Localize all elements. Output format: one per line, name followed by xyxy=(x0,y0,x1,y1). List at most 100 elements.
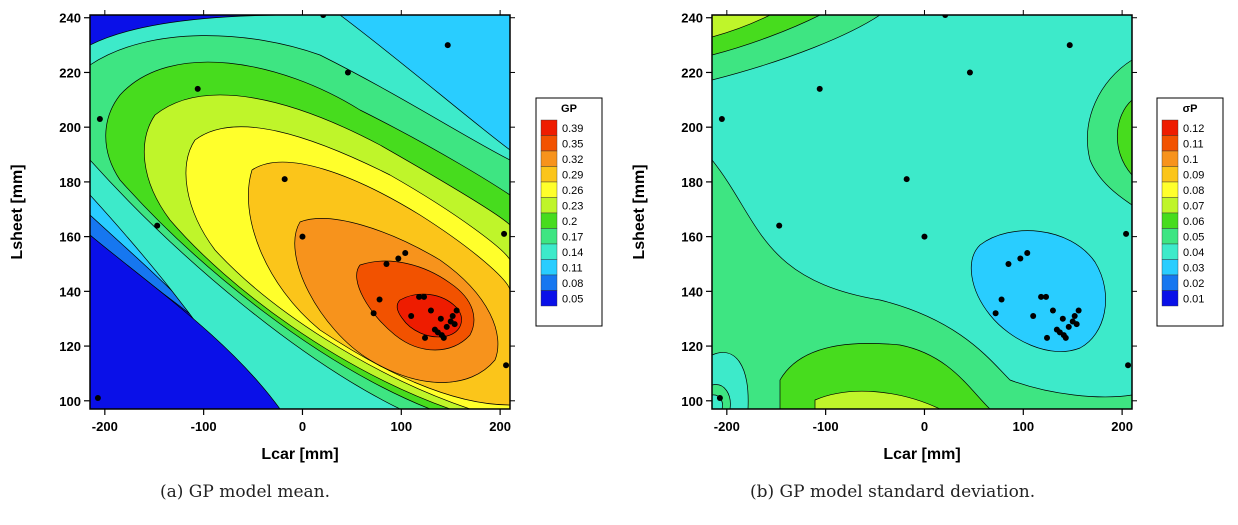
sample-point xyxy=(96,115,103,122)
y-tick-label: 220 xyxy=(681,65,703,80)
y-axis-label-b: Lsheet [mm] xyxy=(631,164,648,259)
x-tick-label: -100 xyxy=(191,419,217,434)
legend-swatch xyxy=(1161,181,1179,198)
sample-point xyxy=(402,250,409,257)
sample-point xyxy=(443,323,450,330)
legend-title: GP xyxy=(561,103,577,115)
caption-b: (b) GP model standard deviation. xyxy=(750,482,1036,502)
legend-label: 0.08 xyxy=(1183,185,1204,197)
legend-label: 0.09 xyxy=(1183,169,1204,181)
y-tick-label: 200 xyxy=(681,120,703,135)
sample-point xyxy=(421,293,428,300)
legend-b: σP 0.12 0.11 0.1 0.09 0.08 0.07 0.06 0.05 0.04 0.0… xyxy=(1156,97,1224,327)
sample-point xyxy=(1062,334,1069,341)
legend-label: 0.05 xyxy=(1183,231,1204,243)
x-tick-label: -200 xyxy=(714,419,740,434)
panel-b: -200 -100 0 100 200100120140160180200220240 … xyxy=(631,10,1224,463)
sample-point xyxy=(903,176,910,183)
y-tick-label: 140 xyxy=(681,284,703,299)
y-tick-label: 160 xyxy=(681,230,703,245)
legend-swatch xyxy=(1161,135,1179,152)
sample-point xyxy=(437,315,444,322)
legend-swatch xyxy=(1161,228,1179,245)
legend-a: GP 0.39 0.35 0.32 0.29 0.26 0.23 0.2 0.17 0.14 0.1… xyxy=(535,97,603,327)
x-tick-label: -100 xyxy=(813,419,839,434)
sample-point xyxy=(440,334,447,341)
sample-point xyxy=(1044,334,1051,341)
legend-swatch xyxy=(540,166,558,183)
sample-point xyxy=(1125,362,1132,369)
sample-point xyxy=(1043,293,1050,300)
sample-point xyxy=(1065,323,1072,330)
sample-point xyxy=(1073,321,1080,328)
contour-fill-b xyxy=(712,15,1132,409)
legend-swatch xyxy=(540,150,558,167)
sample-point xyxy=(451,321,458,328)
legend-swatch xyxy=(1161,166,1179,183)
sample-point xyxy=(422,334,429,341)
legend-swatch xyxy=(1161,150,1179,167)
legend-swatch xyxy=(540,243,558,260)
sample-point xyxy=(1066,42,1073,49)
sample-point xyxy=(453,307,460,314)
sample-point xyxy=(1017,255,1024,262)
legend-label: 0.07 xyxy=(1183,200,1204,212)
legend-label: 0.35 xyxy=(562,138,583,150)
legend-label: 0.39 xyxy=(562,123,583,135)
legend-label: 0.17 xyxy=(562,231,583,243)
legend-label: 0.11 xyxy=(1183,138,1204,150)
sample-point xyxy=(1123,230,1130,237)
sample-point xyxy=(408,312,415,319)
y-tick-label: 100 xyxy=(681,394,703,409)
sample-point xyxy=(1030,312,1037,319)
legend-label: 0.02 xyxy=(1183,278,1204,290)
legend-label: 0.14 xyxy=(562,247,583,259)
legend-label: 0.05 xyxy=(562,293,583,305)
sample-point xyxy=(718,115,725,122)
sample-point xyxy=(94,395,101,402)
x-tick-label: 200 xyxy=(489,419,511,434)
sample-point xyxy=(395,255,402,262)
sample-point xyxy=(376,296,383,303)
sample-point xyxy=(921,233,928,240)
x-tick-label: 0 xyxy=(921,419,928,434)
legend-label: 0.26 xyxy=(562,185,583,197)
legend-swatch xyxy=(540,290,558,307)
sample-point xyxy=(281,176,288,183)
y-tick-label: 240 xyxy=(681,11,703,26)
sample-point xyxy=(966,69,973,76)
sample-point xyxy=(1059,315,1066,322)
legend-swatch xyxy=(540,197,558,214)
legend-swatch xyxy=(540,135,558,152)
y-tick-label: 180 xyxy=(59,175,81,190)
sample-point xyxy=(154,222,161,229)
x-tick-label: 100 xyxy=(1012,419,1034,434)
sample-point xyxy=(503,362,510,369)
sample-point xyxy=(383,260,390,267)
sample-point xyxy=(449,312,456,319)
legend-swatch xyxy=(1161,197,1179,214)
legend-swatch xyxy=(1161,212,1179,229)
legend-swatch xyxy=(540,274,558,291)
sample-point xyxy=(370,310,377,317)
y-axis-label-a: Lsheet [mm] xyxy=(9,164,26,259)
y-tick-label: 160 xyxy=(59,230,81,245)
legend-label: 0.04 xyxy=(1183,247,1204,259)
figure: -200 -100 0 100 200100120140160180200220240 … xyxy=(9,10,1224,463)
sample-point xyxy=(416,293,423,300)
sample-point xyxy=(1024,250,1031,257)
y-tick-label: 240 xyxy=(59,11,81,26)
legend-swatch xyxy=(540,181,558,198)
y-tick-label: 140 xyxy=(59,284,81,299)
sample-point xyxy=(1038,293,1045,300)
y-tick-label: 220 xyxy=(59,65,81,80)
legend-swatch xyxy=(540,212,558,229)
legend-swatch xyxy=(540,259,558,276)
x-axis-label-b: Lcar [mm] xyxy=(883,446,960,463)
legend-label: 0.32 xyxy=(562,154,583,166)
sample-point xyxy=(320,15,327,18)
sample-point xyxy=(194,85,201,92)
sample-point xyxy=(1005,260,1012,267)
sample-point xyxy=(716,395,723,402)
plot-frame-b xyxy=(711,14,1133,410)
